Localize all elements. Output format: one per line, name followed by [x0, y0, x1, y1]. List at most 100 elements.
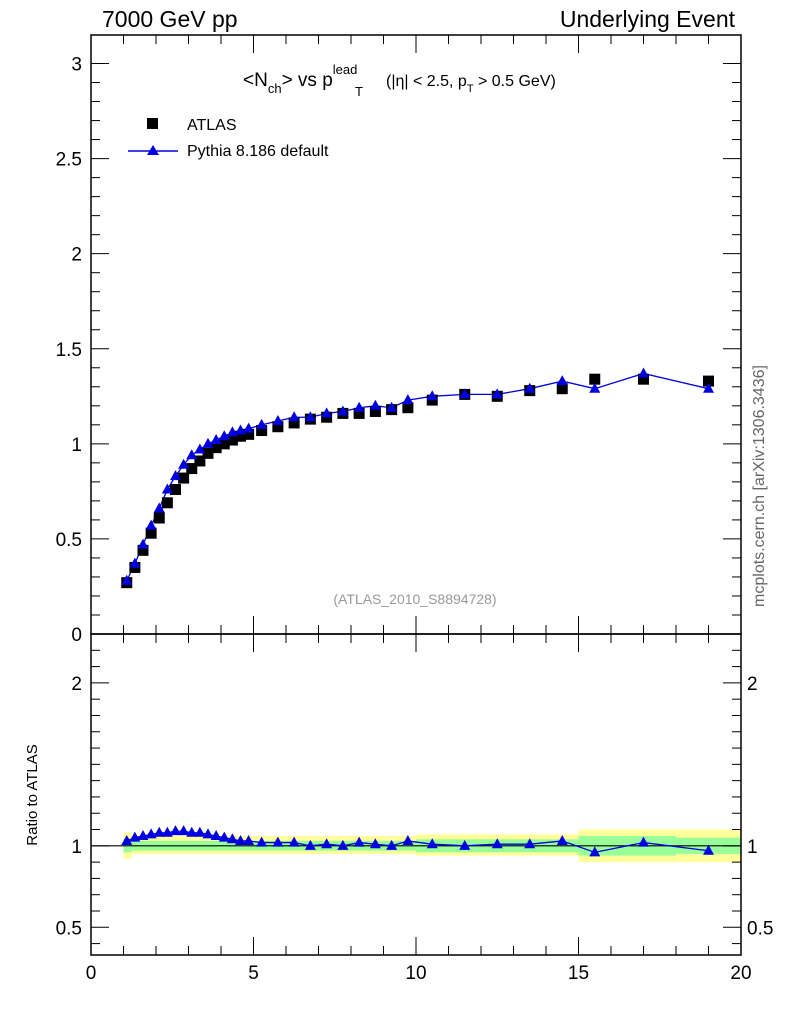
analysis-id-label: (ATLAS_2010_S8894728): [333, 591, 496, 607]
ratio-x-tick-label: 10: [405, 963, 426, 984]
legend-label-atlas: ATLAS: [187, 117, 237, 134]
pythia-data-point: [186, 449, 198, 460]
header-process-label: Underlying Event: [559, 6, 735, 32]
chart-title-condition: (|η| < 2.5, pT > 0.5 GeV): [386, 73, 556, 95]
atlas-data-point: [218, 438, 230, 450]
pythia-ratio-point: [161, 826, 173, 837]
pythia-data-point: [703, 382, 714, 393]
atlas-data-point: [210, 442, 222, 454]
pythia-data-point: [321, 407, 333, 418]
pythia-ratio-point: [243, 834, 255, 845]
pythia-ratio-point: [121, 834, 133, 845]
pythia-data-point: [235, 424, 246, 435]
atlas-data-point: [137, 544, 149, 556]
pythia-ratio-point: [186, 826, 198, 837]
pythia-ratio-point: [304, 839, 316, 850]
ratio-y-tick-label-right: 2: [747, 674, 758, 695]
header-energy-label: 7000 GeV pp: [102, 6, 238, 32]
pythia-data-point: [129, 557, 141, 568]
pythia-ratio-point: [153, 826, 165, 837]
pythia-data-point: [256, 418, 268, 429]
ratio-y-axis: 0.5 0.5 1 1 2 2: [56, 649, 773, 945]
pythia-ratio-point: [459, 839, 471, 850]
ratio-x-axis: 0 5 10 15 20: [86, 634, 752, 984]
pythia-data-point: [210, 434, 222, 445]
atlas-data-point: [235, 430, 246, 442]
legend-marker-atlas: [147, 118, 158, 129]
pythia-data-point: [288, 411, 300, 422]
ratio-x-tick-label: 20: [730, 963, 751, 984]
pythia-data-point: [556, 375, 568, 386]
atlas-data-point: [589, 373, 601, 385]
ratio-plot-frame: [90, 633, 742, 956]
top-x-ticks: [90, 35, 742, 634]
pythia-ratio-point: [369, 838, 381, 849]
pythia-series-line: [126, 372, 709, 582]
ratio-y-tick-label-right: 1: [747, 837, 758, 858]
ratio-x-tick-label: 5: [248, 963, 259, 984]
pythia-ratio-line: [126, 830, 709, 854]
pythia-data-point: [402, 394, 414, 405]
chart-title: <Nch> vs plead: [243, 62, 357, 96]
atlas-data-point: [170, 483, 181, 495]
pythia-data-point: [178, 458, 190, 469]
atlas-data-point: [145, 527, 157, 539]
atlas-data-point: [153, 512, 165, 524]
pythia-ratio-point: [386, 839, 398, 850]
atlas-data-point: [638, 373, 649, 385]
pythia-data-point: [170, 470, 181, 481]
pythia-data-point: [304, 411, 316, 422]
pythia-data-point: [153, 502, 165, 513]
atlas-data-point: [161, 497, 173, 509]
top-chart-marks: [121, 367, 714, 589]
pythia-data-point: [386, 401, 398, 412]
pythia-ratio-point: [170, 825, 181, 836]
pythia-data-point: [272, 415, 284, 426]
pythia-data-point: [218, 430, 230, 441]
pythia-data-point: [353, 401, 365, 412]
atlas-data-point: [353, 407, 365, 419]
ratio-y-tick-label: 1: [71, 837, 82, 858]
legend: ATLAS Pythia 8.186 default: [128, 117, 329, 160]
pythia-ratio-point: [321, 838, 333, 849]
atlas-data-point: [369, 406, 381, 418]
pythia-ratio-point: [426, 838, 438, 849]
top-y-axis: 0 0.5 1 1.5 2 2.5 3: [56, 55, 741, 646]
top-y-tick-label: 2: [71, 245, 82, 266]
pythia-ratio-point: [402, 834, 414, 845]
top-y-tick-label: 3: [71, 55, 82, 76]
pythia-ratio-point: [202, 828, 214, 839]
pythia-ratio-point: [178, 825, 190, 836]
atlas-data-point: [288, 417, 300, 429]
pythia-ratio-point: [337, 839, 349, 850]
pythia-data-point: [589, 382, 601, 393]
top-y-tick-label: 0.5: [56, 530, 82, 551]
pythia-data-point: [243, 422, 255, 433]
atlas-data-point: [272, 421, 284, 433]
pythia-ratio-point: [589, 846, 601, 857]
atlas-data-point: [556, 383, 568, 395]
side-source-label: mcplots.cern.ch [arXiv:1306.3436]: [751, 365, 768, 607]
pythia-ratio-point: [129, 831, 141, 842]
ratio-y-tick-label-right: 0.5: [747, 918, 773, 939]
atlas-data-point: [202, 447, 214, 459]
pythia-ratio-point: [353, 836, 365, 847]
top-y-tick-label: 1: [71, 435, 82, 456]
pythia-data-point: [226, 426, 238, 437]
atlas-data-point: [186, 463, 198, 475]
pythia-data-point: [369, 399, 381, 410]
pythia-ratio-point: [210, 830, 222, 841]
pythia-data-point: [202, 437, 214, 448]
pythia-ratio-point: [556, 834, 568, 845]
pythia-data-point: [194, 443, 206, 454]
pythia-data-point: [524, 382, 536, 393]
pythia-ratio-point: [194, 826, 206, 837]
atlas-data-point: [402, 402, 414, 414]
top-y-tick-label: 2.5: [56, 150, 82, 171]
ratio-x-tick-label: 15: [568, 963, 589, 984]
pythia-data-point: [491, 388, 503, 399]
ratio-chart-marks: [121, 825, 714, 857]
pythia-ratio-point: [524, 838, 536, 849]
chart-title-subscript: T: [355, 84, 363, 99]
